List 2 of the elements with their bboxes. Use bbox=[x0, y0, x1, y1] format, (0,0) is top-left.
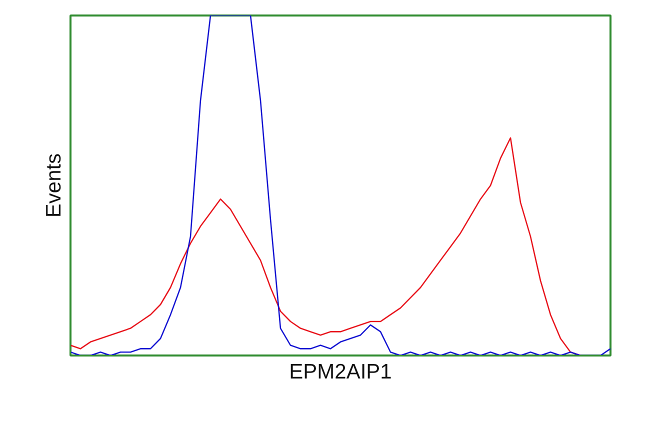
y-axis-title: Events bbox=[42, 153, 66, 218]
x-axis-title: EPM2AIP1 bbox=[289, 360, 392, 384]
